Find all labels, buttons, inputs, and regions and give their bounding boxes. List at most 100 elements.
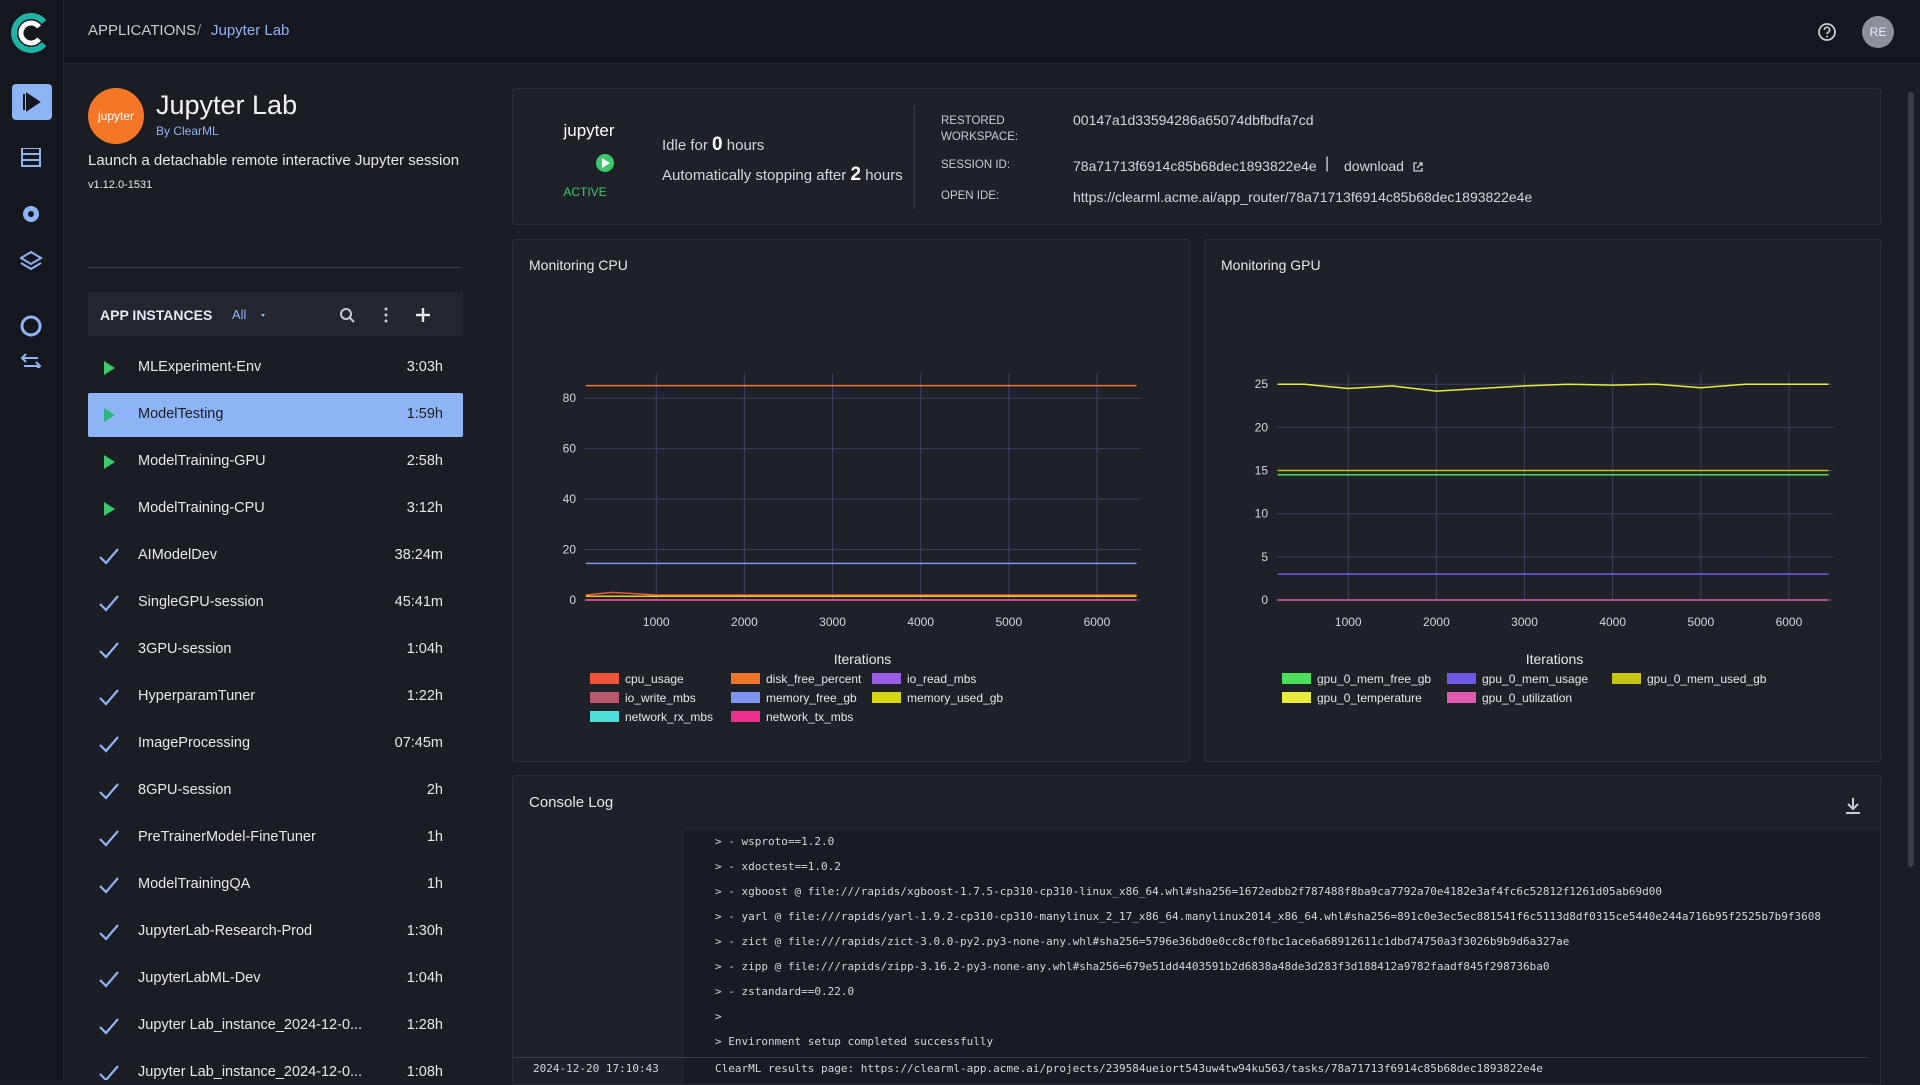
field-label: RESTORED WORKSPACE: [941,115,1019,143]
divider [914,105,915,209]
instance-time: 2:58h [406,453,443,469]
instance-time: 1h [426,829,443,845]
app-description: Launch a detachable remote interactive J… [88,152,460,169]
session-card: jupyter ACTIVE Idle for 0 hours Automati… [512,88,1881,225]
field-value: 78a71713f6914c85b68dec1893822e4e [1073,158,1317,174]
chart-title: Monitoring CPU [529,257,628,273]
help-icon[interactable] [1817,22,1837,42]
console-body: > - wsproto==1.2.0 > - xdoctest==1.0.2 > -… [513,831,1880,1084]
breadcrumb-root[interactable]: APPLICATIONS [88,22,197,39]
x-tick-label: 2000 [731,615,758,629]
instance-row[interactable]: ModelTraining-GPU 2:58h [88,440,463,484]
field-value[interactable]: https://clearml.acme.ai/app_router/78a71… [1073,189,1533,205]
instance-row[interactable]: ModelTraining-CPU 3:12h [88,487,463,531]
x-tick-label: 4000 [1599,615,1626,629]
instance-name: Jupyter Lab_instance_2024-12-0... [138,1017,363,1033]
instance-row[interactable]: Jupyter Lab_instance_2024-12-0... 1:08h [88,1051,463,1080]
instance-row[interactable]: 3GPU-session 1:04h [88,628,463,672]
cpu-card: Monitoring CPU 1000 2000 3000 4000 5000 6000 0 2… [512,239,1190,762]
nav-apps[interactable] [12,84,52,120]
log-line: > Environment setup completed successful… [715,1035,994,1048]
instance-row[interactable]: MLExperiment-Env 3:03h [88,346,463,390]
check-icon [99,830,119,847]
divider [88,267,463,268]
legend-label: network_tx_mbs [766,710,853,724]
instance-name: ModelTraining-CPU [138,500,265,516]
instance-time: 38:24m [394,547,443,563]
status-icon [99,1018,119,1035]
breadcrumb-sep: / [197,22,202,39]
avatar[interactable]: RE [1862,16,1894,48]
series-line [1277,383,1829,392]
field-label: OPEN IDE: [941,190,1000,202]
instance-time: 3:12h [406,500,443,516]
instance-time: 1:28h [406,1017,443,1033]
app-version: v1.12.0-1531 [88,179,153,191]
instance-row[interactable]: ModelTrainingQA 1h [88,863,463,907]
legend-swatch [731,673,760,684]
instance-name: 8GPU-session [138,782,232,798]
instance-time: 3:03h [406,359,443,375]
instance-row[interactable]: JupyterLab-Research-Prod 1:30h [88,910,463,954]
instance-name: JupyterLabML-Dev [138,970,261,986]
instance-row[interactable]: ImageProcessing 07:45m [88,722,463,766]
instance-row[interactable]: SingleGPU-session 45:41m [88,581,463,625]
session-status: ACTIVE [563,185,607,199]
instance-time: 07:45m [394,735,443,751]
legend-label: gpu_0_mem_usage [1482,672,1588,686]
x-tick-label: 1000 [643,615,670,629]
instance-name: PreTrainerModel-FineTuner [138,829,316,845]
legend-swatch [1612,673,1641,684]
log-line: > [715,1010,722,1023]
legend-swatch [731,711,760,722]
top-bar: APPLICATIONS / Jupyter Lab RE [0,0,1920,64]
legend-label: io_write_mbs [625,691,696,705]
console-gutter [513,831,684,1084]
stop-text: Automatically stopping after 2 hours [662,164,903,186]
nav-rail [0,0,64,1080]
legend-swatch [731,692,760,703]
instance-time: 1:22h [406,688,443,704]
y-tick-label: 20 [1255,420,1269,434]
breadcrumb-current[interactable]: Jupyter Lab [211,22,290,39]
instances-tools[interactable] [256,306,486,324]
check-icon [99,877,119,894]
y-tick-label: 0 [569,593,576,607]
download-link[interactable]: download [1344,158,1404,174]
log-line: > - xgboost @ file:///rapids/xgboost-1.7… [715,885,1663,898]
x-tick-label: 5000 [995,615,1022,629]
instances-filter[interactable]: All [232,307,247,322]
instance-time: 2h [426,782,443,798]
stop-hours: 2 [850,164,862,185]
nav-icons[interactable] [20,148,44,368]
download-icon[interactable] [1843,796,1863,816]
instance-row[interactable]: Jupyter Lab_instance_2024-12-0... 1:28h [88,1004,463,1048]
play-icon [104,455,115,469]
instance-row[interactable]: 8GPU-session 2h [88,769,463,813]
instance-name: ImageProcessing [138,735,251,751]
x-tick-label: 4000 [907,615,934,629]
instance-row[interactable]: PreTrainerModel-FineTuner 1h [88,816,463,860]
x-axis-label: Iterations [834,651,892,667]
y-tick-label: 60 [563,442,577,456]
field-label: SESSION ID: [941,159,1011,171]
status-icon [99,830,119,847]
chart: Monitoring CPU 1000 2000 3000 4000 5000 6000 0 2… [529,257,1141,724]
logo[interactable] [6,8,56,58]
external-icon [1413,162,1423,172]
status-icon [99,783,119,800]
log-timestamp: 2024-12-20 17:10:43 [533,1062,659,1075]
instance-row[interactable]: HyperparamTuner 1:22h [88,675,463,719]
instance-time: 45:41m [394,594,443,610]
log-line: > - zstandard==0.22.0 [715,985,855,998]
instance-time: 1h [426,876,443,892]
y-tick-label: 0 [1261,593,1268,607]
instance-row[interactable]: ModelTesting 1:59h [88,393,463,437]
y-tick-label: 20 [563,543,577,557]
instances-header: APP INSTANCES All [88,292,463,336]
y-tick-label: 10 [1255,507,1269,521]
session-logo: jupyter [563,121,615,140]
status-icon [99,924,119,941]
instance-row[interactable]: AIModelDev 38:24m [88,534,463,578]
instance-row[interactable]: JupyterLabML-Dev 1:04h [88,957,463,1001]
